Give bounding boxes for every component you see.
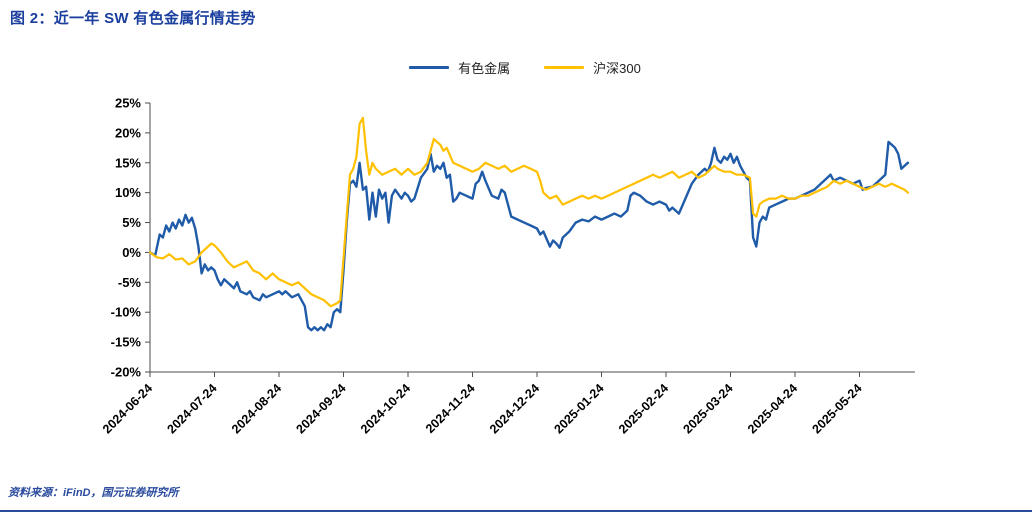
y-tick-label: 10% [115, 185, 141, 200]
source-note: 资料来源：iFinD，国元证券研究所 [8, 487, 179, 499]
legend-line-swatch-nonferrous [409, 65, 450, 69]
figure-title: 图 2：近一年 SW 有色金属行情走势 [10, 10, 256, 27]
bottom-divider [0, 510, 1032, 512]
x-tick-label: 2024-08-24 [229, 381, 284, 436]
x-tick-label: 2025-04-24 [745, 381, 800, 436]
legend-label-csi300: 沪深300 [593, 60, 641, 76]
x-tick-label: 2024-07-24 [165, 381, 220, 436]
series-line-csi300 [148, 116, 910, 308]
y-tick-label: -20% [111, 365, 142, 380]
legend-line-swatch-csi300 [544, 65, 585, 69]
series-line-nonferrous [148, 140, 910, 332]
chart-block: 有色金属 沪深300 25% 20% 15% 10% 5% 0% -5% -10% -15% -2… [55, 56, 945, 475]
y-tick-label: -15% [111, 335, 142, 350]
legend-label-nonferrous: 有色金属 [458, 60, 511, 76]
x-tick-label: 2025-03-24 [681, 381, 736, 436]
line-chart: 25% 20% 15% 10% 5% 0% -5% -10% -15% -20%2024-06-2… [100, 96, 915, 436]
x-tick-label: 2025-02-24 [616, 381, 671, 436]
y-tick-label: 15% [115, 155, 141, 170]
x-tick-label: 2024-12-24 [487, 381, 542, 436]
y-tick-label: -10% [111, 305, 142, 320]
y-tick-label: 20% [115, 125, 141, 140]
y-tick-label: -5% [118, 275, 142, 290]
x-tick-label: 2025-05-24 [810, 381, 865, 436]
x-tick-label: 2024-11-24 [423, 381, 478, 436]
legend-item-csi300: 沪深300 [544, 58, 641, 77]
y-tick-label: 0% [122, 245, 141, 260]
x-tick-label: 2025-01-24 [552, 381, 607, 436]
y-tick-label: 5% [122, 215, 141, 230]
x-tick-label: 2024-09-24 [294, 381, 349, 436]
y-tick-label: 25% [115, 96, 141, 111]
x-tick-label: 2024-06-24 [100, 381, 155, 436]
x-tick-label: 2024-10-24 [358, 381, 413, 436]
chart-legend: 有色金属 沪深300 [55, 56, 945, 78]
legend-item-nonferrous: 有色金属 [409, 58, 510, 77]
